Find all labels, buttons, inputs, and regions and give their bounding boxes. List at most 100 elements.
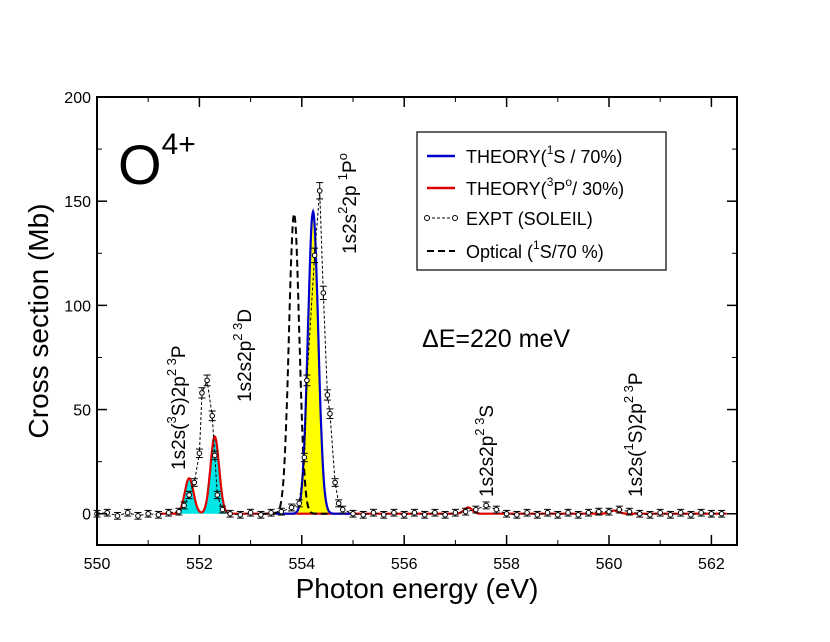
expt-marker xyxy=(565,509,571,516)
expt-marker xyxy=(432,509,438,516)
expt-point xyxy=(523,508,531,517)
expt-marker xyxy=(237,511,244,518)
x-tick-label: 562 xyxy=(698,556,725,573)
expt-marker xyxy=(370,509,377,516)
axes: 550 552 554 556 558 560 562 0 50 100 150 200 xyxy=(64,90,737,573)
expt-marker xyxy=(219,506,226,513)
expt-point xyxy=(319,285,327,301)
expt-marker xyxy=(657,509,664,516)
expt-point xyxy=(666,510,674,519)
expt-marker xyxy=(316,187,323,194)
legend-entry-theory-3p: THEORY(3Po/ 30%) xyxy=(466,175,624,199)
expt-point xyxy=(595,507,603,516)
expt-marker xyxy=(304,377,310,384)
peak-labels: 1s2s(3S)2p2 3P 1s2s2p2 3D 1s2s22p 1Po 1s… xyxy=(164,153,647,497)
expt-point xyxy=(369,508,377,517)
expt-point xyxy=(165,508,173,517)
series-theory-1s xyxy=(276,208,353,515)
expt-point xyxy=(625,507,633,516)
expt-marker xyxy=(647,511,653,518)
expt-marker xyxy=(176,508,182,515)
expt-marker xyxy=(301,454,308,461)
expt-marker xyxy=(311,252,318,259)
expt-point xyxy=(208,410,216,422)
expt-point xyxy=(687,510,695,519)
expt-marker xyxy=(360,511,367,518)
expt-marker xyxy=(199,390,205,396)
expt-marker xyxy=(214,492,221,498)
expt-point xyxy=(295,499,303,508)
expt-point xyxy=(718,509,726,518)
expt-point xyxy=(533,510,541,519)
expt-point xyxy=(656,508,664,517)
expt-marker xyxy=(534,511,541,518)
expt-marker xyxy=(391,509,397,516)
expt-point xyxy=(462,507,470,516)
legend-marker-expt-right xyxy=(452,215,458,221)
expt-marker xyxy=(636,510,643,517)
expt-marker xyxy=(114,513,121,519)
expt-point xyxy=(218,505,226,514)
expt-marker xyxy=(626,508,633,515)
x-tick-label: 560 xyxy=(596,556,623,573)
expt-marker xyxy=(165,509,172,516)
expt-point xyxy=(257,510,265,519)
expt-marker xyxy=(718,510,725,517)
expt-point xyxy=(134,511,142,520)
expt-marker xyxy=(227,510,233,517)
legend-entry-optical: Optical (1S/70 %) xyxy=(466,238,604,262)
expt-point xyxy=(277,507,285,516)
expt-point xyxy=(697,508,705,517)
expt-marker xyxy=(606,508,612,515)
expt-marker xyxy=(320,290,327,296)
expt-point xyxy=(472,505,480,514)
expt-point xyxy=(203,374,211,387)
expt-marker xyxy=(708,510,715,517)
expt-point xyxy=(103,508,111,517)
expt-marker xyxy=(411,509,418,516)
expt-marker xyxy=(667,511,674,518)
expt-marker xyxy=(268,509,274,516)
expt-point xyxy=(180,501,188,510)
expt-marker xyxy=(483,502,489,509)
expt-marker xyxy=(462,508,469,515)
expt-point xyxy=(190,478,198,487)
expt-point xyxy=(303,374,311,387)
expt-marker xyxy=(493,506,500,513)
expt-marker xyxy=(335,500,342,507)
expt-marker xyxy=(585,509,592,516)
fill-1s-peak xyxy=(291,211,338,514)
expt-marker xyxy=(575,511,582,518)
x-tick-label: 556 xyxy=(391,556,418,573)
expt-point xyxy=(554,510,562,519)
plot-frame xyxy=(96,96,738,546)
expt-point xyxy=(359,510,367,519)
expt-point xyxy=(195,448,203,459)
expt-point xyxy=(236,510,244,519)
expt-point xyxy=(144,509,152,518)
expt-point xyxy=(247,508,255,517)
expt-point xyxy=(410,508,418,517)
y-tick-label: 200 xyxy=(64,90,91,107)
expt-marker xyxy=(186,492,192,498)
expt-point xyxy=(349,509,357,518)
expt-marker xyxy=(442,511,448,518)
peak-label-1s2s2p2-3s: 1s2s2p2 3S xyxy=(472,405,498,497)
expt-marker xyxy=(514,511,520,518)
expt-point xyxy=(213,490,221,500)
expt-point xyxy=(175,507,183,516)
expt-point xyxy=(154,510,162,519)
x-tick-label: 554 xyxy=(288,556,315,573)
expt-point xyxy=(605,507,613,516)
expt-marker xyxy=(181,502,187,509)
expt-point xyxy=(380,510,388,519)
expt-marker xyxy=(145,510,151,517)
expt-marker xyxy=(473,506,479,513)
expt-marker xyxy=(209,413,215,419)
expt-marker xyxy=(339,506,346,513)
legend: THEORY(1S / 70%) THEORY(3Po/ 30%) EXPT (… xyxy=(416,131,667,271)
expt-point xyxy=(707,509,715,518)
expt-point xyxy=(326,408,334,420)
expt-point xyxy=(288,503,296,512)
expt-marker xyxy=(688,511,694,518)
